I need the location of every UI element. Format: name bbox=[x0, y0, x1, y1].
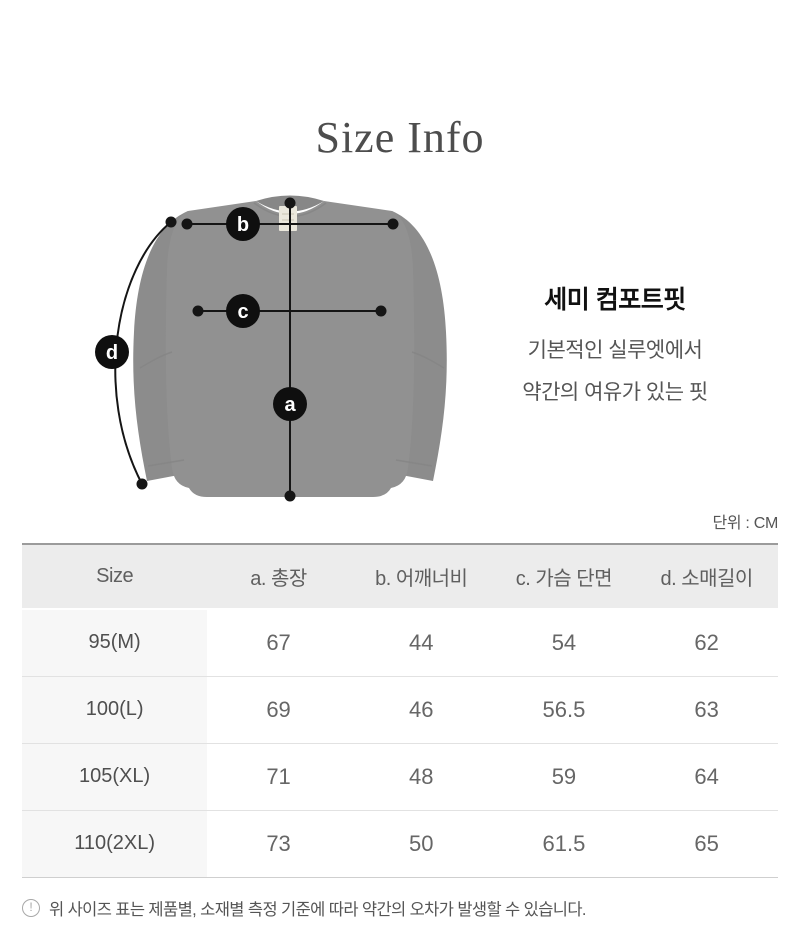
size-diagram: b c a d bbox=[95, 195, 447, 502]
marker-b-label: b bbox=[237, 214, 249, 236]
right-cuff-seam bbox=[395, 459, 433, 467]
measurement-cell: 62 bbox=[694, 629, 719, 655]
fit-heading: 세미 컴포트핏 bbox=[544, 286, 686, 314]
size-table-body: 95(M) 67 44 54 62 100(L) 69 46 56.5 63 105(XL) 71 48… bbox=[22, 609, 778, 877]
size-cell: 95(M) bbox=[22, 609, 208, 676]
fit-info-block: 세미 컴포트핏 기본적인 실루엣에서 약간의 여유가 있는 핏 bbox=[440, 280, 790, 414]
unit-label: 단위 : CM bbox=[712, 515, 778, 532]
column-header: b. 어깨너비 bbox=[349, 545, 493, 609]
measurement-cell: 67 bbox=[266, 629, 291, 655]
marker-a-badge bbox=[273, 387, 307, 421]
right-sleeve-crease bbox=[411, 351, 445, 369]
column-header: c. 가슴 단면 bbox=[492, 545, 636, 609]
measurement-cell: 71 bbox=[266, 763, 291, 789]
column-header-size: Size bbox=[22, 545, 208, 609]
measurement-cell: 64 bbox=[694, 763, 719, 789]
table-row: 95(M) 67 44 54 62 bbox=[22, 609, 778, 676]
marker-a-label: a bbox=[284, 394, 296, 416]
measure-dot bbox=[165, 216, 177, 228]
measurement-cell: 44 bbox=[409, 629, 434, 655]
page-title: Size Info bbox=[315, 113, 485, 162]
notice-exclamation-icon: ! bbox=[22, 899, 40, 917]
column-header: d. 소매길이 bbox=[635, 545, 778, 609]
measurement-cell: 69 bbox=[266, 696, 291, 722]
size-cell: 100(L) bbox=[22, 676, 208, 743]
size-table: Size a. 총장 b. 어깨너비 c. 가슴 단면 d. 소매길이 95(M) 67 4… bbox=[22, 545, 778, 878]
measurement-cell: 56.5 bbox=[542, 696, 586, 722]
footer-note: ! 위 사이즈 표는 제품별, 소재별 측정 기준에 따라 약간의 오차가 발생… bbox=[22, 896, 587, 920]
table-row: 100(L) 69 46 56.5 63 bbox=[22, 676, 778, 743]
marker-c-label: c bbox=[237, 301, 248, 323]
measurement-cell: 65 bbox=[694, 830, 719, 856]
measurement-cell: 50 bbox=[409, 830, 434, 856]
measure-dot bbox=[181, 218, 193, 230]
measure-dot bbox=[192, 305, 204, 317]
size-cell: 105(XL) bbox=[22, 743, 208, 810]
measure-dot bbox=[375, 305, 387, 317]
marker-d-badge bbox=[95, 335, 129, 369]
size-table-header-row: Size a. 총장 b. 어깨너비 c. 가슴 단면 d. 소매길이 bbox=[22, 545, 778, 609]
marker-d-label: d bbox=[106, 342, 118, 364]
measure-dot bbox=[284, 490, 296, 502]
measure-line-d bbox=[114, 221, 172, 485]
measurement-cell: 54 bbox=[551, 629, 577, 655]
measurement-cell: 48 bbox=[409, 763, 434, 789]
left-cuff-seam bbox=[147, 459, 185, 467]
measure-dot bbox=[136, 478, 148, 490]
marker-c-badge bbox=[226, 294, 260, 328]
measure-dot bbox=[387, 218, 399, 230]
measurement-cell: 61.5 bbox=[542, 830, 586, 856]
column-header: a. 총장 bbox=[207, 545, 350, 609]
marker-b-badge bbox=[226, 207, 260, 241]
neck-label-lines bbox=[282, 213, 294, 221]
measure-dot bbox=[284, 197, 296, 209]
table-row: 110(2XL) 73 50 61.5 65 bbox=[22, 810, 778, 877]
fit-description-line2: 약간의 여유가 있는 핏 bbox=[522, 381, 708, 404]
left-sleeve-crease bbox=[139, 351, 173, 369]
measurement-cell: 73 bbox=[266, 830, 291, 856]
measurement-cell: 46 bbox=[409, 696, 434, 722]
fit-description-line1: 기본적인 실루엣에서 bbox=[527, 339, 703, 362]
measurement-cell: 63 bbox=[694, 696, 719, 722]
footer-note-text: 위 사이즈 표는 제품별, 소재별 측정 기준에 따라 약간의 오차가 발생할 … bbox=[49, 901, 587, 919]
measurement-cell: 59 bbox=[551, 763, 577, 789]
neck-label bbox=[279, 206, 297, 231]
table-row: 105(XL) 71 48 59 64 bbox=[22, 743, 778, 810]
size-table-wrapper: Size a. 총장 b. 어깨너비 c. 가슴 단면 d. 소매길이 95(M) 67 4… bbox=[22, 543, 778, 878]
size-cell: 110(2XL) bbox=[22, 810, 208, 877]
